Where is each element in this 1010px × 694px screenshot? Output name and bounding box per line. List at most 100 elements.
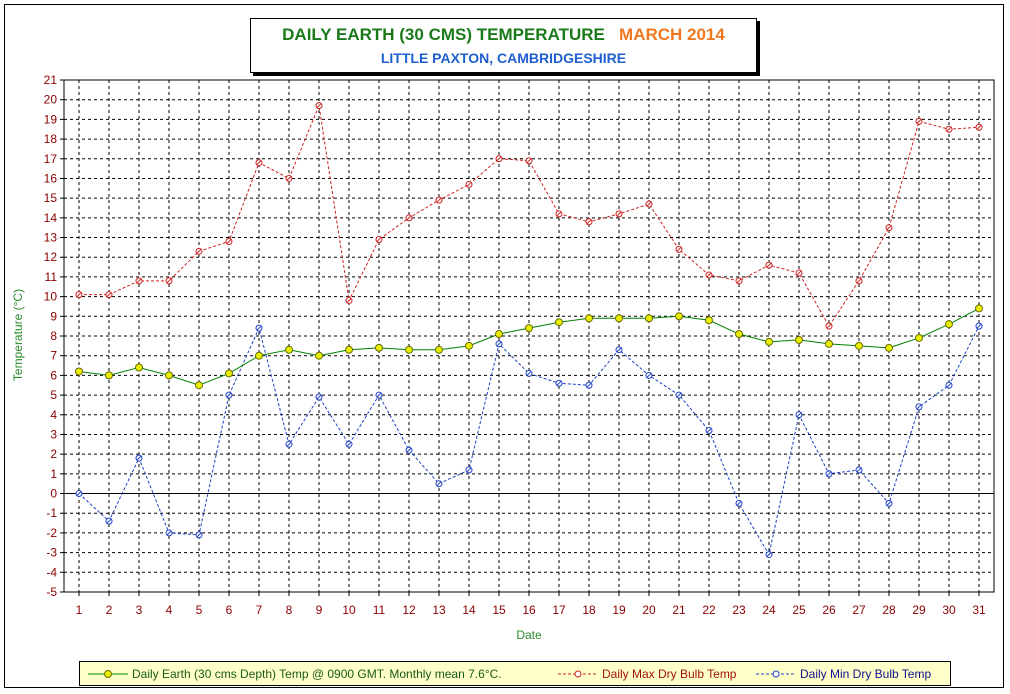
data-point-earth — [675, 312, 683, 321]
data-point-max-mark — [106, 292, 112, 297]
x-tick-label: 19 — [612, 603, 626, 617]
data-point-min-mark — [466, 467, 472, 473]
y-tick-label: 10 — [44, 290, 58, 304]
x-tick-label: 5 — [196, 603, 203, 617]
data-point-earth — [105, 371, 113, 380]
y-tick-label: 18 — [44, 132, 58, 146]
data-point-min-mark — [286, 442, 292, 447]
y-tick-label: -3 — [46, 546, 57, 560]
data-point-earth — [135, 363, 143, 372]
y-axis-label: Temperature (°C) — [11, 289, 25, 381]
data-point-min-mark — [166, 530, 172, 536]
x-tick-label: 3 — [136, 603, 143, 617]
data-point-earth — [735, 330, 743, 339]
x-tick-label: 25 — [792, 603, 806, 617]
x-tick-label: 30 — [942, 603, 956, 617]
y-tick-label: 15 — [44, 191, 58, 205]
x-tick-label: 12 — [402, 603, 416, 617]
y-tick-label: -4 — [46, 565, 57, 579]
y-tick-label: 11 — [45, 270, 58, 284]
data-point-earth — [285, 345, 293, 354]
x-tick-label: 11 — [373, 603, 386, 617]
x-tick-label: 20 — [642, 603, 656, 617]
data-point-min-mark — [376, 392, 382, 398]
data-point-max-mark — [196, 249, 202, 254]
y-tick-label: 19 — [44, 112, 58, 126]
data-point-earth — [885, 343, 893, 352]
data-point-earth — [315, 351, 323, 360]
data-point-min-mark — [556, 381, 562, 386]
y-tick-label: 12 — [44, 250, 58, 264]
x-tick-label: 4 — [166, 603, 173, 617]
data-point-min-mark — [136, 455, 142, 461]
data-point-min-mark — [436, 481, 442, 486]
data-point-earth — [555, 318, 563, 327]
x-tick-label: 6 — [226, 603, 233, 617]
y-tick-label: 13 — [44, 231, 58, 245]
x-tick-label: 31 — [972, 603, 986, 617]
data-point-min-mark — [106, 518, 112, 524]
data-point-max-mark — [676, 247, 682, 252]
data-point-earth — [465, 341, 473, 350]
x-tick-label: 18 — [582, 603, 596, 617]
y-tick-label: -5 — [46, 585, 57, 599]
chart-month: MARCH 2014 — [619, 25, 725, 44]
legend-min-swatch — [756, 670, 796, 678]
data-point-max-mark — [856, 278, 862, 284]
x-tick-label: 17 — [552, 603, 566, 617]
data-point-earth — [795, 335, 803, 344]
chart-title: DAILY EARTH (30 CMS) TEMPERATURE — [282, 25, 605, 44]
data-point-earth — [945, 320, 953, 329]
data-point-max-mark — [886, 225, 892, 230]
data-point-earth — [255, 351, 263, 360]
data-point-min-mark — [916, 404, 922, 410]
data-point-min-mark — [676, 392, 682, 398]
data-point-min-mark — [826, 471, 832, 476]
grid — [63, 79, 995, 593]
data-point-max-mark — [976, 125, 982, 130]
x-tick-label: 16 — [522, 603, 536, 617]
data-point-min-mark — [316, 394, 322, 400]
x-tick-label: 14 — [462, 603, 476, 617]
data-point-min-mark — [706, 428, 712, 433]
data-point-max-mark — [586, 219, 592, 224]
data-point-earth — [855, 341, 863, 350]
chart-subtitle: LITTLE PAXTON, CAMBRIDGESHIRE — [380, 50, 627, 66]
data-point-earth — [585, 314, 593, 323]
x-tick-label: 7 — [256, 603, 263, 617]
data-point-max-mark — [946, 127, 952, 132]
data-point-max-mark — [316, 103, 322, 108]
x-tick-label: 9 — [316, 603, 323, 617]
y-tick-label: 20 — [44, 93, 58, 107]
legend-item-max: Daily Max Dry Bulb Temp — [558, 667, 736, 681]
x-tick-label: 26 — [822, 603, 836, 617]
x-tick-label: 1 — [76, 603, 83, 617]
data-point-max-mark — [256, 160, 262, 165]
data-point-earth — [705, 316, 713, 325]
legend: Daily Earth (30 cms Depth) Temp @ 0900 G… — [79, 661, 951, 686]
y-tick-label: 8 — [50, 329, 57, 343]
data-point-earth — [345, 345, 353, 354]
y-tick-label: 17 — [44, 152, 58, 166]
data-point-max-mark — [766, 262, 772, 268]
y-tick-label: -1 — [46, 506, 57, 520]
x-axis-label: Date — [516, 628, 542, 642]
data-point-max-mark — [796, 270, 802, 276]
data-point-earth — [375, 343, 383, 352]
data-point-earth — [405, 345, 413, 354]
title-box: DAILY EARTH (30 CMS) TEMPERATURE MARCH 2… — [250, 18, 757, 73]
axes: -5-4-3-2-1012345678910111213141516171819… — [44, 73, 986, 617]
x-tick-label: 22 — [702, 603, 716, 617]
x-tick-label: 21 — [672, 603, 686, 617]
data-point-min-mark — [346, 442, 352, 447]
x-tick-label: 24 — [762, 603, 776, 617]
x-tick-label: 8 — [286, 603, 293, 617]
data-point-max-mark — [826, 324, 832, 329]
y-tick-label: 14 — [44, 211, 58, 225]
data-point-earth — [165, 371, 173, 380]
legend-item-min: Daily Min Dry Bulb Temp — [756, 667, 931, 681]
data-point-earth — [825, 339, 833, 348]
y-tick-label: 16 — [44, 171, 58, 185]
data-point-earth — [435, 345, 443, 354]
